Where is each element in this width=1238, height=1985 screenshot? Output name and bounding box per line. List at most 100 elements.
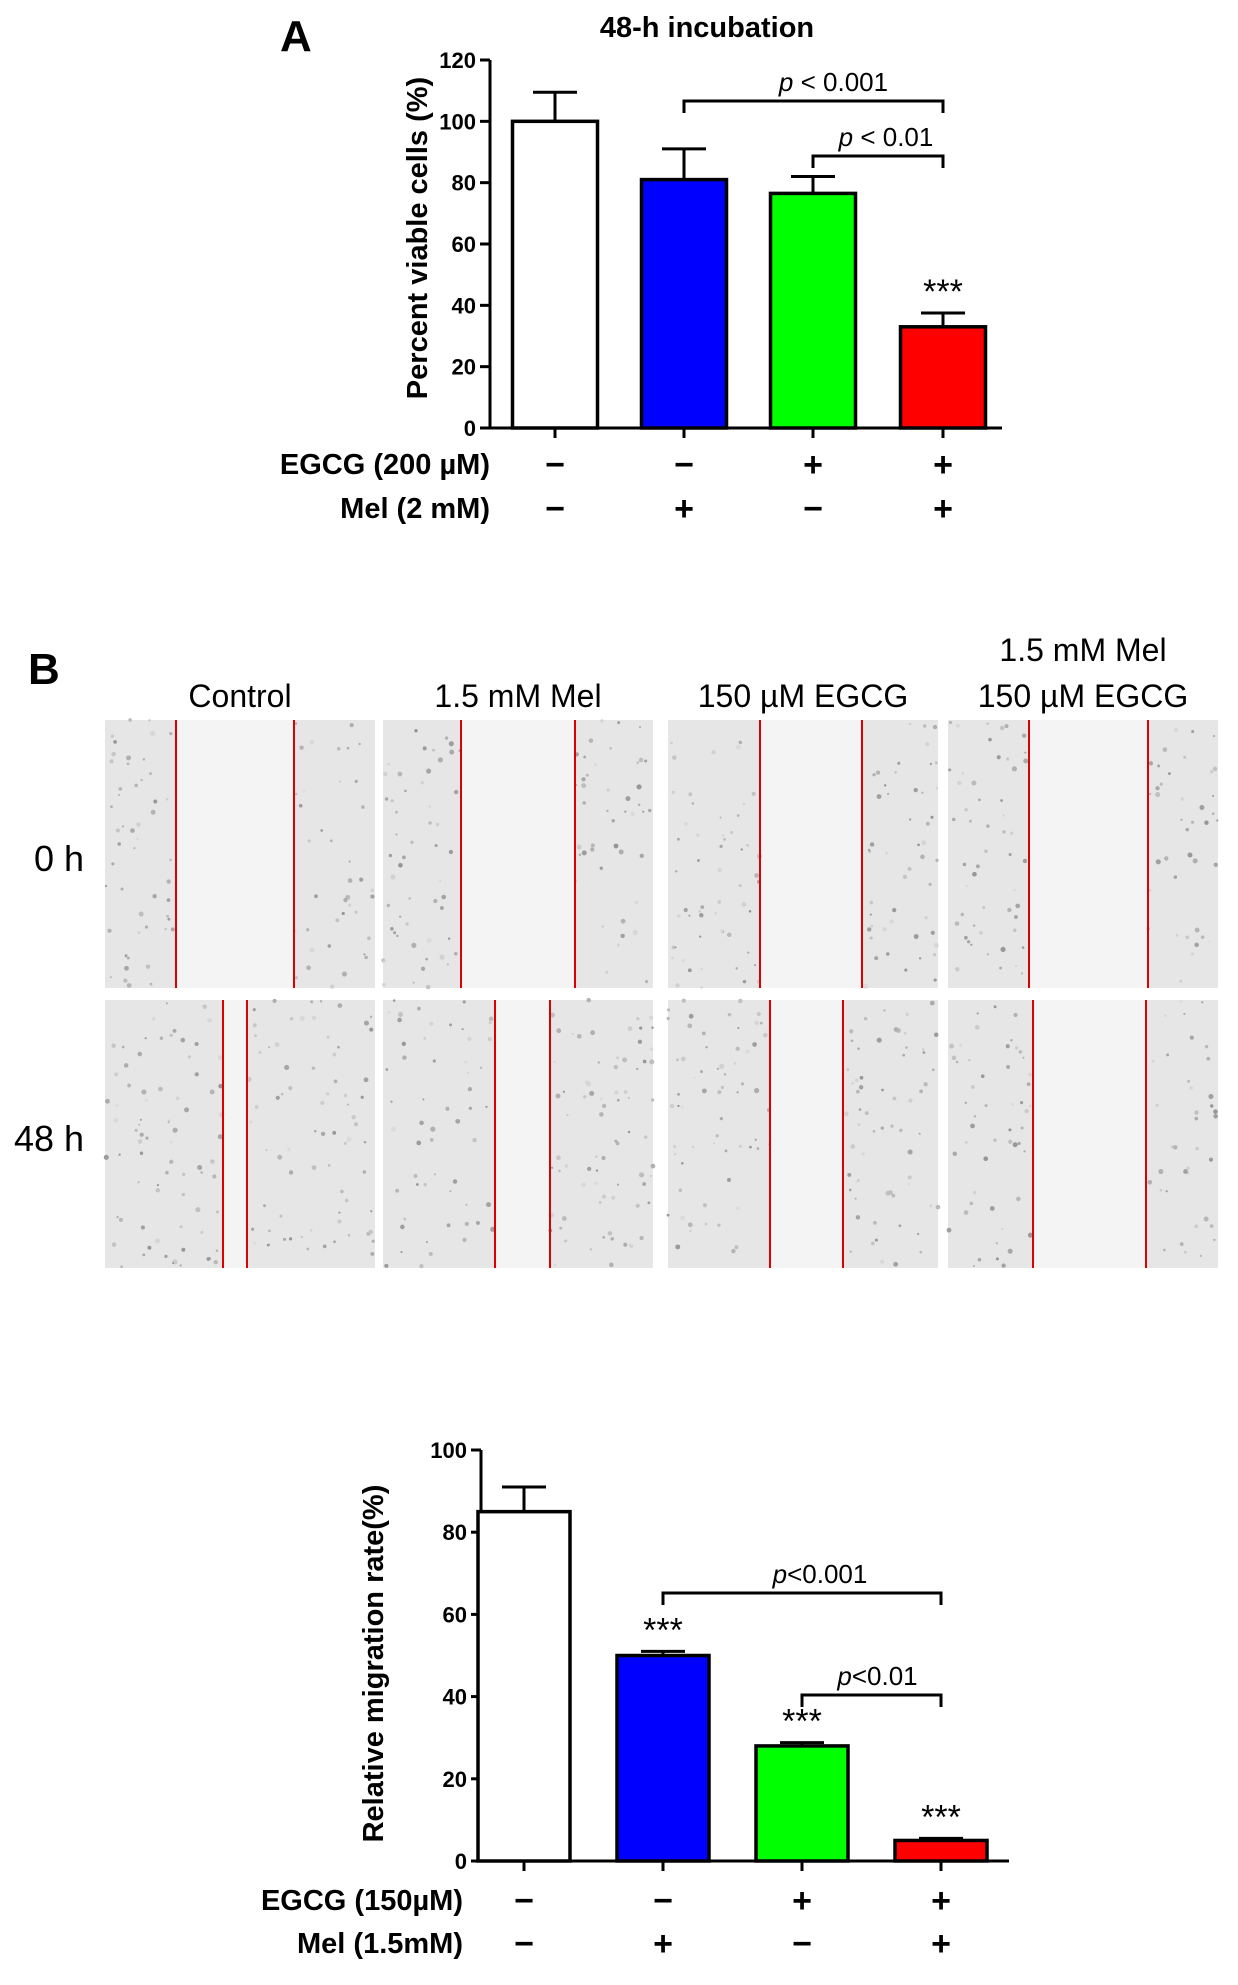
cell-speck [294,792,298,796]
cell-speck [713,1142,716,1145]
cell-speck [999,966,1003,970]
cell-speck [114,1072,119,1077]
cell-speck [677,1093,680,1096]
cell-speck [147,1245,152,1250]
cell-speck [412,981,415,984]
cell-speck [396,934,399,937]
cell-speck [594,1181,598,1185]
cell-speck [1208,940,1211,943]
cell-speck [333,1079,338,1084]
cell-speck [1007,907,1012,913]
cell-speck [919,1089,924,1094]
cell-speck [485,1105,488,1108]
cell-speck [329,839,333,843]
scratch-gap [1033,1000,1146,1268]
cell-speck [130,828,135,833]
cell-speck [167,917,171,921]
cell-speck [623,1090,628,1094]
cell-speck [423,1036,427,1040]
cell-speck [696,833,700,837]
cell-speck [381,958,386,963]
cell-speck [688,914,691,917]
row-label-48h: 48 h [14,1118,85,1159]
cell-speck [446,1223,451,1228]
cell-speck [1163,1248,1166,1252]
micrograph-images [103,718,1219,1269]
cell-speck [984,849,988,854]
cell-speck [110,805,113,809]
cell-speck [874,1238,878,1242]
chart-a-treatment-label: Mel (2 mM) [340,493,490,525]
chart-a-comparison-bracket [811,154,945,168]
cell-speck [616,1098,620,1102]
cell-speck [479,1066,483,1069]
cell-speck [1015,965,1018,968]
cell-speck [362,1170,367,1174]
cell-speck [760,1021,763,1025]
cell-speck [670,741,673,745]
cell-speck [934,761,938,765]
cell-speck [200,1230,204,1234]
cell-speck [197,1164,203,1170]
cell-speck [969,1201,974,1206]
cell-speck [930,930,935,935]
cell-speck [903,1031,907,1035]
cell-speck [354,779,358,783]
cell-speck [1213,862,1218,867]
cell-speck [195,1073,199,1076]
cell-speck [279,1214,283,1218]
chart-a-bar-control [510,119,600,430]
chart-a-y-axis-label: Percent viable cells (%) [402,77,434,399]
cell-speck [918,957,922,960]
cell-speck [870,924,874,928]
cell-speck [636,761,640,765]
cell-speck [892,907,897,913]
cell-speck [330,984,335,989]
cell-speck [735,744,741,750]
column-label-control: Control [188,678,292,714]
cell-speck [126,755,131,761]
cell-speck [467,1087,473,1092]
cell-speck [169,1033,173,1037]
chart-b-y-tick-label: 80 [443,1520,467,1545]
cell-speck [404,789,407,793]
cell-speck [1013,888,1016,892]
cell-speck [155,1188,160,1193]
cell-speck [756,1147,760,1150]
cell-speck [639,1026,643,1030]
cell-speck [1199,804,1205,811]
cell-speck [687,1222,693,1228]
cell-speck [691,1145,695,1149]
cell-speck [397,1011,404,1017]
cell-speck [615,1141,620,1146]
chart-a-p-value-label: p < 0.001 [778,67,888,97]
cell-speck [627,1026,633,1031]
cell-speck [134,783,138,788]
cell-speck [898,1224,902,1228]
cell-speck [742,979,747,984]
cell-speck [346,746,350,750]
cell-speck [179,1264,182,1267]
cell-speck [343,1141,347,1145]
cell-speck [363,1140,367,1144]
cell-speck [957,780,962,786]
cell-speck [275,1095,280,1100]
cell-speck [1206,1056,1211,1061]
cell-speck [681,998,686,1003]
cell-speck [699,935,702,938]
cell-speck [332,1130,337,1135]
cell-speck [978,798,981,802]
cell-speck [688,792,693,797]
cell-speck [254,1034,257,1037]
chart-b-significance-stars: *** [643,1611,683,1649]
cell-speck [876,794,882,799]
cell-speck [867,927,872,932]
cell-speck [118,1217,124,1222]
cell-speck [986,953,989,956]
cell-speck [1189,1086,1193,1090]
cell-speck [740,848,743,851]
cell-speck [152,1017,156,1021]
cell-speck [210,1159,215,1164]
cell-speck [1187,852,1193,858]
cell-speck [700,905,705,910]
